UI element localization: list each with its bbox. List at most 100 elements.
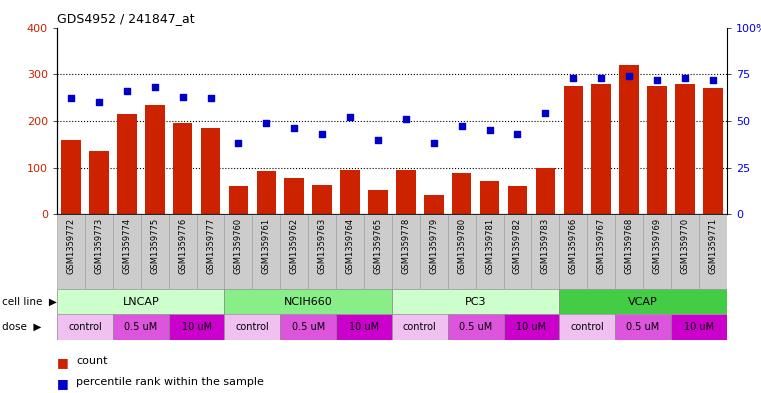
Point: [511, 131, 524, 137]
Point: [177, 94, 189, 100]
Text: LNCAP: LNCAP: [123, 297, 159, 307]
Text: GSM1359770: GSM1359770: [680, 218, 689, 274]
Text: 10 uM: 10 uM: [517, 322, 546, 332]
Text: GSM1359782: GSM1359782: [513, 218, 522, 274]
Text: percentile rank within the sample: percentile rank within the sample: [76, 377, 264, 387]
Text: GSM1359778: GSM1359778: [401, 218, 410, 274]
Bar: [671, 214, 699, 289]
Bar: [57, 214, 85, 289]
Text: GSM1359763: GSM1359763: [317, 218, 326, 274]
Bar: [447, 314, 504, 340]
Text: GSM1359761: GSM1359761: [262, 218, 271, 274]
Bar: [196, 214, 224, 289]
Point: [93, 99, 105, 105]
Bar: [504, 214, 531, 289]
Point: [344, 114, 356, 120]
Point: [540, 110, 552, 116]
Bar: [647, 86, 667, 214]
Bar: [312, 185, 332, 214]
Bar: [447, 214, 476, 289]
Bar: [563, 86, 583, 214]
Text: 0.5 uM: 0.5 uM: [626, 322, 660, 332]
Bar: [256, 171, 276, 214]
Bar: [117, 114, 136, 214]
Bar: [392, 289, 559, 314]
Text: GSM1359779: GSM1359779: [429, 218, 438, 274]
Point: [428, 140, 440, 146]
Text: GSM1359775: GSM1359775: [150, 218, 159, 274]
Point: [707, 77, 719, 83]
Text: GSM1359764: GSM1359764: [345, 218, 355, 274]
Bar: [113, 214, 141, 289]
Text: GSM1359760: GSM1359760: [234, 218, 243, 274]
Text: GSM1359776: GSM1359776: [178, 218, 187, 274]
Bar: [364, 214, 392, 289]
Bar: [452, 173, 471, 214]
Bar: [85, 214, 113, 289]
Bar: [703, 88, 722, 214]
Bar: [504, 314, 559, 340]
Bar: [424, 195, 444, 214]
Bar: [57, 289, 224, 314]
Text: GSM1359781: GSM1359781: [485, 218, 494, 274]
Point: [595, 75, 607, 81]
Point: [567, 75, 579, 81]
Text: 10 uM: 10 uM: [182, 322, 212, 332]
Text: ■: ■: [57, 377, 68, 390]
Bar: [531, 214, 559, 289]
Bar: [479, 180, 499, 214]
Bar: [675, 83, 695, 214]
Point: [205, 95, 217, 101]
Bar: [224, 314, 280, 340]
Text: ■: ■: [57, 356, 68, 369]
Text: GSM1359773: GSM1359773: [94, 218, 103, 274]
Text: control: control: [235, 322, 269, 332]
Bar: [536, 169, 555, 214]
Bar: [169, 214, 196, 289]
Bar: [280, 214, 308, 289]
Text: GSM1359762: GSM1359762: [290, 218, 299, 274]
Point: [651, 77, 663, 83]
Point: [260, 119, 272, 126]
Text: 10 uM: 10 uM: [349, 322, 379, 332]
Text: GSM1359783: GSM1359783: [541, 218, 550, 274]
Text: control: control: [68, 322, 102, 332]
Bar: [61, 140, 81, 214]
Bar: [559, 289, 727, 314]
Bar: [224, 289, 392, 314]
Bar: [228, 186, 248, 214]
Point: [623, 73, 635, 79]
Text: GDS4952 / 241847_at: GDS4952 / 241847_at: [57, 12, 195, 25]
Bar: [671, 314, 727, 340]
Text: dose  ▶: dose ▶: [2, 322, 41, 332]
Bar: [392, 314, 447, 340]
Point: [679, 75, 691, 81]
Point: [483, 127, 495, 133]
Bar: [113, 314, 169, 340]
Text: cell line  ▶: cell line ▶: [2, 297, 56, 307]
Point: [400, 116, 412, 122]
Text: GSM1359777: GSM1359777: [206, 218, 215, 274]
Bar: [476, 214, 504, 289]
Bar: [57, 314, 113, 340]
Text: GSM1359769: GSM1359769: [652, 218, 661, 274]
Text: GSM1359766: GSM1359766: [568, 218, 578, 274]
Bar: [392, 214, 420, 289]
Text: GSM1359771: GSM1359771: [708, 218, 718, 274]
Bar: [619, 65, 638, 214]
Bar: [285, 178, 304, 214]
Point: [372, 136, 384, 143]
Text: GSM1359774: GSM1359774: [123, 218, 132, 274]
Text: GSM1359765: GSM1359765: [374, 218, 383, 274]
Text: control: control: [403, 322, 437, 332]
Point: [232, 140, 244, 146]
Bar: [591, 83, 611, 214]
Text: VCAP: VCAP: [628, 297, 658, 307]
Bar: [699, 214, 727, 289]
Bar: [559, 214, 587, 289]
Bar: [169, 314, 224, 340]
Bar: [587, 214, 615, 289]
Point: [288, 125, 301, 131]
Point: [316, 131, 328, 137]
Bar: [145, 105, 164, 214]
